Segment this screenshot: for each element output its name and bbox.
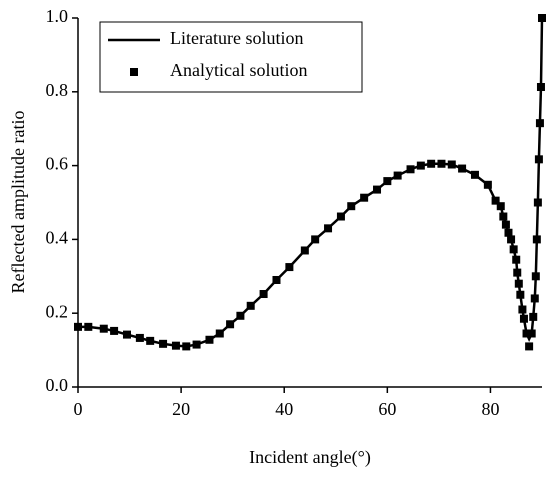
data-point <box>518 305 527 314</box>
data-point <box>84 322 93 331</box>
data-point <box>236 311 245 320</box>
data-point <box>504 228 513 237</box>
data-point <box>122 330 131 339</box>
data-point <box>110 326 119 335</box>
y-tick-label: 0.0 <box>46 375 69 395</box>
y-axis-label: Reflected amplitude ratio <box>8 111 28 294</box>
data-point <box>336 212 345 221</box>
data-point <box>182 342 191 351</box>
data-point <box>192 340 201 349</box>
data-point <box>146 336 155 345</box>
data-point <box>509 245 518 254</box>
x-tick-label: 0 <box>74 399 83 419</box>
data-point <box>259 290 268 299</box>
data-point <box>516 290 525 299</box>
data-point <box>531 272 540 281</box>
y-tick-label: 0.4 <box>46 228 69 248</box>
data-point <box>311 235 320 244</box>
data-point <box>447 160 456 169</box>
data-point <box>437 159 446 168</box>
data-point <box>470 170 479 179</box>
data-point <box>427 159 436 168</box>
data-point <box>347 202 356 211</box>
x-tick-label: 60 <box>378 399 396 419</box>
x-tick-label: 20 <box>172 399 190 419</box>
data-point <box>536 83 545 92</box>
data-point <box>513 268 522 277</box>
data-point <box>272 275 281 284</box>
data-point <box>514 279 523 288</box>
data-point <box>532 235 541 244</box>
data-point <box>535 119 544 128</box>
data-point <box>285 263 294 272</box>
data-point <box>416 161 425 170</box>
x-tick-label: 80 <box>481 399 499 419</box>
data-point <box>393 171 402 180</box>
data-point <box>74 322 82 331</box>
y-tick-label: 1.0 <box>46 6 69 26</box>
data-point <box>360 193 369 202</box>
data-point <box>501 220 510 229</box>
data-point <box>496 202 505 211</box>
data-point <box>406 165 415 174</box>
data-point <box>171 341 180 350</box>
x-tick-label: 40 <box>275 399 293 419</box>
data-point <box>205 335 214 344</box>
data-point <box>246 301 255 310</box>
data-point <box>533 198 542 207</box>
data-point <box>499 212 508 221</box>
data-point <box>324 224 333 233</box>
data-point <box>458 164 467 173</box>
y-tick-label: 0.8 <box>46 80 69 100</box>
data-point <box>522 329 531 338</box>
data-point <box>215 329 224 338</box>
data-point <box>300 246 309 255</box>
legend-label: Literature solution <box>170 28 303 48</box>
legend <box>99 21 363 93</box>
data-point <box>383 177 392 186</box>
data-point <box>529 312 538 321</box>
y-tick-label: 0.2 <box>46 301 69 321</box>
data-point <box>99 324 108 333</box>
data-point <box>512 255 521 264</box>
data-point <box>519 314 528 323</box>
data-point <box>491 196 500 205</box>
data-point <box>530 294 539 303</box>
legend-label: Analytical solution <box>170 60 307 80</box>
data-point <box>135 333 144 342</box>
data-point <box>534 155 543 164</box>
x-axis-label: Incident angle(°) <box>249 447 371 468</box>
y-tick-label: 0.6 <box>46 154 69 174</box>
data-point <box>159 339 168 348</box>
legend-swatch <box>130 68 138 76</box>
data-point <box>538 14 546 22</box>
data-point <box>507 235 516 244</box>
data-point <box>527 329 536 338</box>
data-point <box>373 185 382 194</box>
data-point <box>525 342 534 351</box>
data-point <box>483 180 492 189</box>
data-point <box>226 320 235 329</box>
